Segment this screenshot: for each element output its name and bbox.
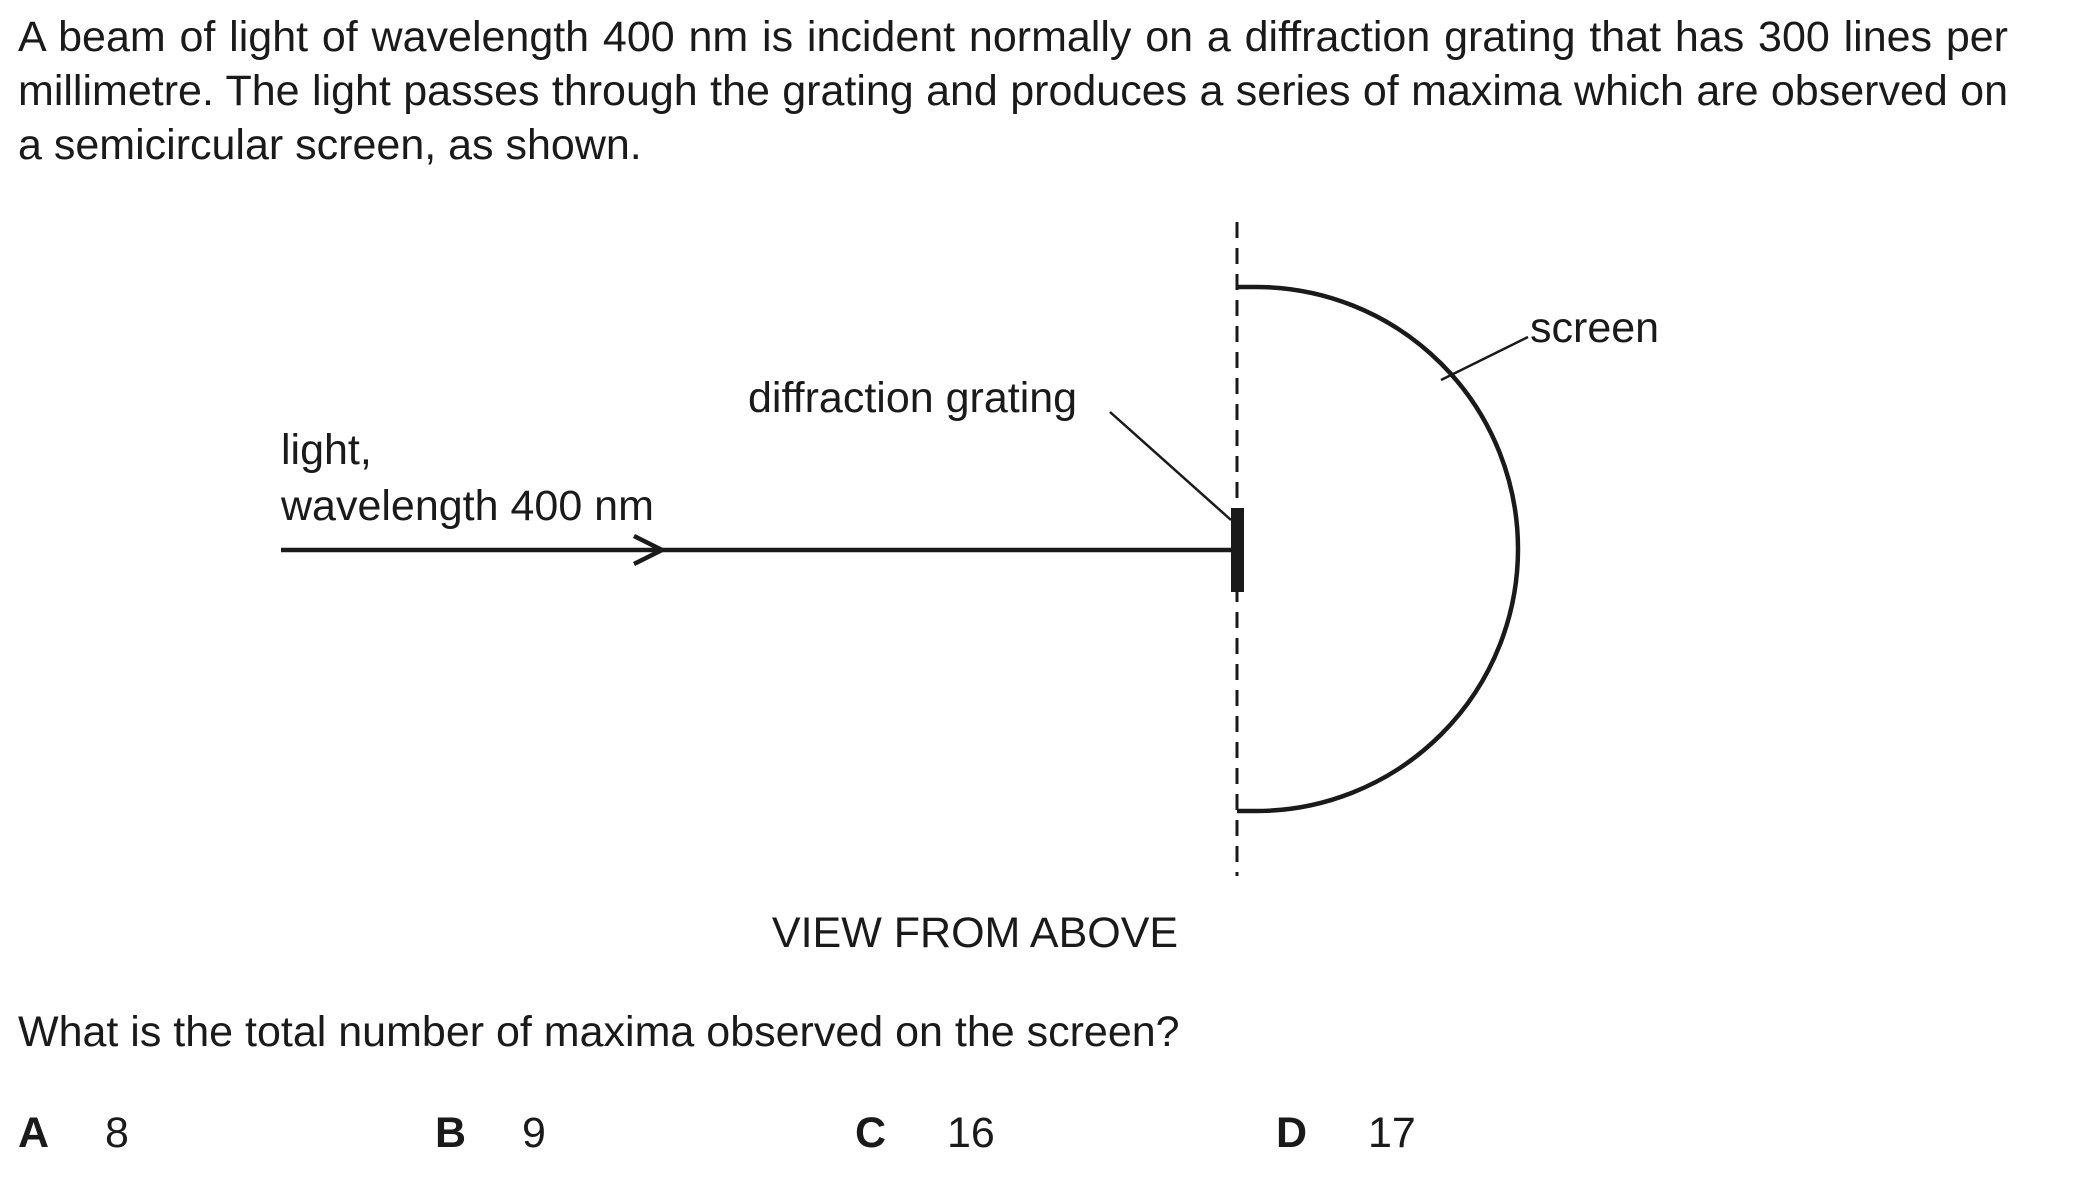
question-prompt: What is the total number of maxima obser…	[18, 1008, 1180, 1056]
grating-label: diffraction grating	[748, 374, 1077, 422]
option-a-value: 8	[105, 1109, 129, 1157]
screen-label: screen	[1530, 304, 1659, 352]
option-b-letter: B	[435, 1109, 467, 1157]
option-d[interactable]: D 17	[1276, 1106, 1416, 1160]
diffraction-grating	[1231, 508, 1244, 592]
screen-leader-line	[1440, 335, 1529, 382]
light-label-line1: light,	[281, 426, 372, 474]
option-d-letter: D	[1276, 1109, 1308, 1157]
light-label-line2: wavelength 400 nm	[280, 482, 654, 530]
grating-leader-line	[1109, 411, 1232, 521]
option-b[interactable]: B 9	[435, 1106, 546, 1160]
light-ray-arrowhead	[632, 533, 668, 567]
option-c[interactable]: C 16	[855, 1106, 995, 1160]
option-c-letter: C	[855, 1109, 887, 1157]
option-a-letter: A	[18, 1109, 50, 1157]
question-intro: A beam of light of wavelength 400 nm is …	[18, 13, 2008, 169]
diagram-caption: VIEW FROM ABOVE	[772, 909, 1178, 957]
option-c-value: 16	[947, 1109, 995, 1157]
semicircular-screen	[1237, 284, 1521, 814]
option-d-value: 17	[1368, 1109, 1416, 1157]
option-b-value: 9	[522, 1109, 546, 1157]
option-a[interactable]: A 8	[18, 1106, 129, 1160]
